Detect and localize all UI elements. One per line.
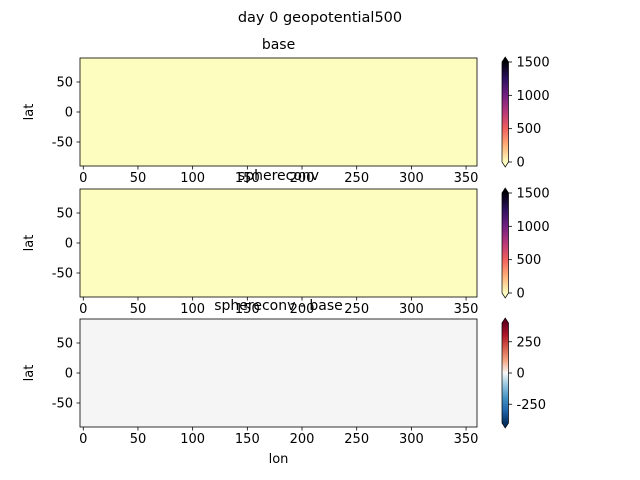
heatmap-field bbox=[80, 58, 477, 166]
colorbar-extend-max bbox=[502, 57, 509, 62]
figure-title: day 0 geopotential500 bbox=[238, 10, 402, 26]
colorbar-tick-label: -250 bbox=[517, 398, 547, 413]
x-tick-label: 200 bbox=[290, 432, 315, 447]
colorbar-tick-label: 0 bbox=[517, 287, 525, 302]
y-tick-label: 50 bbox=[56, 76, 73, 91]
x-tick-label: 100 bbox=[180, 432, 205, 447]
x-tick-label: 100 bbox=[180, 302, 205, 317]
x-tick-label: 350 bbox=[454, 302, 479, 317]
colorbar-tick-label: 250 bbox=[517, 335, 542, 350]
x-tick-label: 0 bbox=[79, 302, 87, 317]
y-axis-label: lat bbox=[22, 235, 37, 252]
x-tick-label: 50 bbox=[130, 302, 147, 317]
colorbar-extend-min bbox=[502, 293, 509, 298]
y-tick-label: -50 bbox=[52, 267, 73, 282]
x-tick-label: 50 bbox=[130, 171, 147, 186]
y-axis-label: lat bbox=[22, 104, 37, 121]
subplot-title: sphereconv bbox=[238, 168, 319, 184]
y-tick-label: 50 bbox=[56, 207, 73, 222]
x-tick-label: 200 bbox=[290, 171, 315, 186]
x-tick-label: 250 bbox=[344, 171, 369, 186]
x-tick-label: 150 bbox=[235, 432, 260, 447]
x-tick-label: 300 bbox=[399, 302, 424, 317]
colorbar bbox=[502, 323, 509, 423]
x-tick-label: 250 bbox=[344, 302, 369, 317]
y-tick-label: 50 bbox=[56, 337, 73, 352]
heatmap-field bbox=[80, 319, 477, 427]
x-tick-label: 150 bbox=[235, 302, 260, 317]
colorbar-outline bbox=[501, 317, 509, 429]
x-axis-label: lon bbox=[269, 452, 289, 467]
subplot-title: sphereconv - base bbox=[214, 298, 342, 314]
x-tick-label: 150 bbox=[235, 171, 260, 186]
y-tick-label: 0 bbox=[65, 237, 73, 252]
colorbar-extend-max bbox=[502, 318, 509, 323]
colorbar-extend-min bbox=[502, 162, 509, 167]
y-tick-label: 0 bbox=[65, 106, 73, 121]
colorbar-extend-max bbox=[502, 188, 509, 193]
y-tick-label: 0 bbox=[65, 367, 73, 382]
x-tick-label: 50 bbox=[130, 432, 147, 447]
x-tick-label: 0 bbox=[79, 432, 87, 447]
colorbar bbox=[502, 193, 509, 293]
y-tick-label: -50 bbox=[52, 397, 73, 412]
x-tick-label: 200 bbox=[290, 302, 315, 317]
x-tick-label: 300 bbox=[399, 171, 424, 186]
colorbar-tick-label: 1500 bbox=[517, 187, 550, 202]
x-tick-label: 300 bbox=[399, 432, 424, 447]
heatmap-field bbox=[80, 189, 477, 297]
x-tick-label: 350 bbox=[454, 171, 479, 186]
x-tick-label: 100 bbox=[180, 171, 205, 186]
x-tick-label: 0 bbox=[79, 171, 87, 186]
x-tick-label: 350 bbox=[454, 432, 479, 447]
colorbar-tick-label: 1000 bbox=[517, 220, 550, 235]
colorbar-tick-label: 1000 bbox=[517, 89, 550, 104]
colorbar bbox=[502, 62, 509, 162]
y-tick-label: -50 bbox=[52, 136, 73, 151]
colorbar-tick-label: 500 bbox=[517, 253, 542, 268]
x-tick-label: 250 bbox=[344, 432, 369, 447]
colorbar-extend-min bbox=[502, 423, 509, 428]
y-axis-label: lat bbox=[22, 365, 37, 382]
colorbar-tick-label: 1500 bbox=[517, 56, 550, 71]
subplot-title: base bbox=[262, 37, 295, 53]
colorbar-tick-label: 0 bbox=[517, 367, 525, 382]
subplot-3: sphereconv - base 0 50 100 150 200 250 300 350 50… bbox=[22, 298, 546, 467]
colorbar-tick-label: 0 bbox=[517, 156, 525, 171]
colorbar-tick-label: 500 bbox=[517, 122, 542, 137]
